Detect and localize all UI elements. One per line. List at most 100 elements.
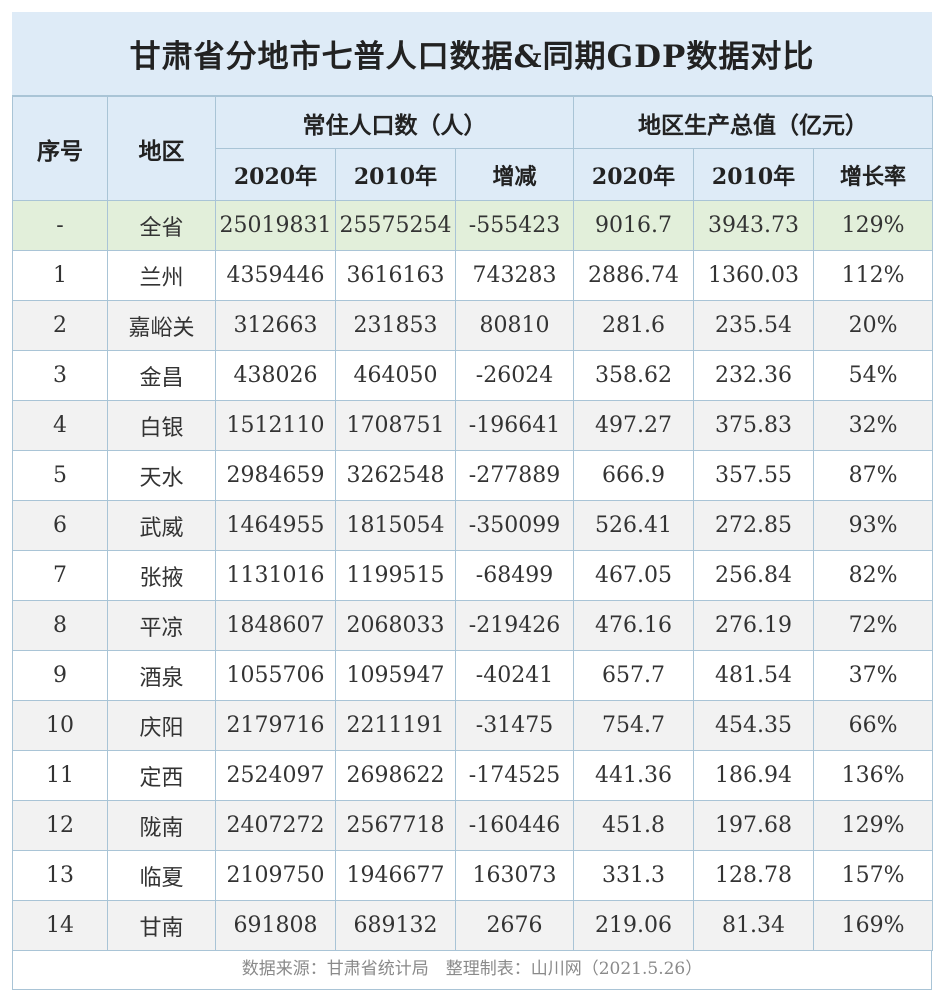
gdp-growth-cell: 157% — [813, 850, 934, 901]
gdp-2010-cell: 81.34 — [693, 900, 815, 951]
pop-change-cell: -219426 — [454, 600, 575, 651]
table-row: 6 武威 1464955 1815054 -350099 526.41 272.85 93% — [12, 500, 934, 551]
index-cell: 9 — [12, 650, 108, 701]
pop-change-cell: 743283 — [454, 250, 575, 301]
gdp-2010-cell: 481.54 — [693, 650, 815, 701]
gdp-2020-cell: 497.27 — [573, 400, 695, 451]
pop-2020-cell: 1055706 — [215, 650, 336, 701]
gdp-growth-cell: 129% — [813, 200, 934, 251]
pop-change-cell: -174525 — [454, 750, 575, 801]
pop-2010-cell: 1095947 — [335, 650, 456, 701]
pop-2020-cell: 25019831 — [215, 200, 336, 251]
table-row: 8 平凉 1848607 2068033 -219426 476.16 276.19 72% — [12, 600, 934, 651]
index-cell: 2 — [12, 300, 108, 351]
region-cell: 甘南 — [107, 900, 216, 951]
header-region: 地区 — [107, 96, 216, 201]
pop-2010-cell: 1708751 — [335, 400, 456, 451]
gdp-growth-cell: 87% — [813, 450, 934, 501]
header-gdp-group: 地区生产总值（亿元） — [573, 96, 934, 149]
source-footer: 数据来源：甘肃省统计局 整理制表：山川网（2021.5.26） — [241, 959, 703, 979]
gdp-growth-cell: 37% — [813, 650, 934, 701]
gdp-growth-cell: 169% — [813, 900, 934, 951]
gdp-growth-cell: 112% — [813, 250, 934, 301]
pop-2020-cell: 4359446 — [215, 250, 336, 301]
pop-2020-cell: 1131016 — [215, 550, 336, 601]
pop-change-cell: -277889 — [454, 450, 575, 501]
gdp-2010-cell: 256.84 — [693, 550, 815, 601]
pop-2020-cell: 1464955 — [215, 500, 336, 551]
gdp-2020-cell: 219.06 — [573, 900, 695, 951]
gdp-2020-cell: 476.16 — [573, 600, 695, 651]
region-cell: 定西 — [107, 750, 216, 801]
pop-2020-cell: 312663 — [215, 300, 336, 351]
data-table: 序号 地区 常住人口数（人） 地区生产总值（亿元） 2020年 2010年 增减… — [12, 96, 934, 951]
pop-change-cell: -31475 — [454, 700, 575, 751]
pop-2010-cell: 1815054 — [335, 500, 456, 551]
region-cell: 陇南 — [107, 800, 216, 851]
gdp-2010-cell: 3943.73 — [693, 200, 815, 251]
header-row-sub: 2020年 2010年 增减 2020年 2010年 增长率 — [13, 148, 934, 201]
pop-2010-cell: 464050 — [335, 350, 456, 401]
region-cell: 白银 — [107, 400, 216, 451]
pop-2010-cell: 689132 — [335, 900, 456, 951]
pop-change-cell: -26024 — [454, 350, 575, 401]
gdp-growth-cell: 32% — [813, 400, 934, 451]
index-cell: - — [12, 200, 108, 251]
index-cell: 14 — [12, 900, 108, 951]
header-population-group: 常住人口数（人） — [214, 96, 575, 149]
header-gdp-2010: 2010年 — [693, 148, 815, 201]
region-cell: 临夏 — [107, 850, 216, 901]
gdp-2010-cell: 276.19 — [693, 600, 815, 651]
gdp-2020-cell: 358.62 — [573, 350, 695, 401]
table-row-total: - 全省 25019831 25575254 -555423 9016.7 3943.73 1… — [12, 200, 934, 251]
gdp-2010-cell: 232.36 — [693, 350, 815, 401]
header-index: 序号 — [12, 96, 108, 201]
gdp-growth-cell: 54% — [813, 350, 934, 401]
pop-2010-cell: 231853 — [335, 300, 456, 351]
region-cell: 酒泉 — [107, 650, 216, 701]
header-pop-change: 增减 — [454, 148, 575, 201]
pop-2010-cell: 2567718 — [335, 800, 456, 851]
header-gdp-growth: 增长率 — [813, 148, 934, 201]
gdp-2020-cell: 331.3 — [573, 850, 695, 901]
gdp-growth-cell: 136% — [813, 750, 934, 801]
gdp-growth-cell: 129% — [813, 800, 934, 851]
gdp-2010-cell: 235.54 — [693, 300, 815, 351]
header-pop-2010: 2010年 — [335, 148, 456, 201]
index-cell: 5 — [12, 450, 108, 501]
gdp-2020-cell: 666.9 — [573, 450, 695, 501]
pop-2020-cell: 691808 — [215, 900, 336, 951]
gdp-growth-cell: 72% — [813, 600, 934, 651]
region-cell: 天水 — [107, 450, 216, 501]
index-cell: 4 — [12, 400, 108, 451]
pop-change-cell: 163073 — [454, 850, 575, 901]
pop-2020-cell: 2524097 — [215, 750, 336, 801]
gdp-2020-cell: 2886.74 — [573, 250, 695, 301]
table-row: 13 临夏 2109750 1946677 163073 331.3 128.78 157% — [12, 850, 934, 901]
index-cell: 10 — [12, 700, 108, 751]
gdp-2020-cell: 754.7 — [573, 700, 695, 751]
table-row: 4 白银 1512110 1708751 -196641 497.27 375.83 32% — [12, 400, 934, 451]
pop-change-cell: -196641 — [454, 400, 575, 451]
gdp-2020-cell: 467.05 — [573, 550, 695, 601]
pop-2020-cell: 2109750 — [215, 850, 336, 901]
index-cell: 7 — [12, 550, 108, 601]
pop-2020-cell: 1848607 — [215, 600, 336, 651]
region-cell: 武威 — [107, 500, 216, 551]
table-row: 12 陇南 2407272 2567718 -160446 451.8 197.68 129% — [12, 800, 934, 851]
index-cell: 12 — [12, 800, 108, 851]
gdp-2010-cell: 186.94 — [693, 750, 815, 801]
pop-2020-cell: 2407272 — [215, 800, 336, 851]
region-cell: 平凉 — [107, 600, 216, 651]
table-row: 3 金昌 438026 464050 -26024 358.62 232.36 54% — [12, 350, 934, 401]
gdp-2010-cell: 128.78 — [693, 850, 815, 901]
gdp-2020-cell: 657.7 — [573, 650, 695, 701]
gdp-2010-cell: 272.85 — [693, 500, 815, 551]
pop-2020-cell: 2984659 — [215, 450, 336, 501]
pop-change-cell: 80810 — [454, 300, 575, 351]
pop-2010-cell: 2068033 — [335, 600, 456, 651]
pop-2020-cell: 1512110 — [215, 400, 336, 451]
gdp-2010-cell: 454.35 — [693, 700, 815, 751]
gdp-2020-cell: 451.8 — [573, 800, 695, 851]
gdp-2010-cell: 197.68 — [693, 800, 815, 851]
